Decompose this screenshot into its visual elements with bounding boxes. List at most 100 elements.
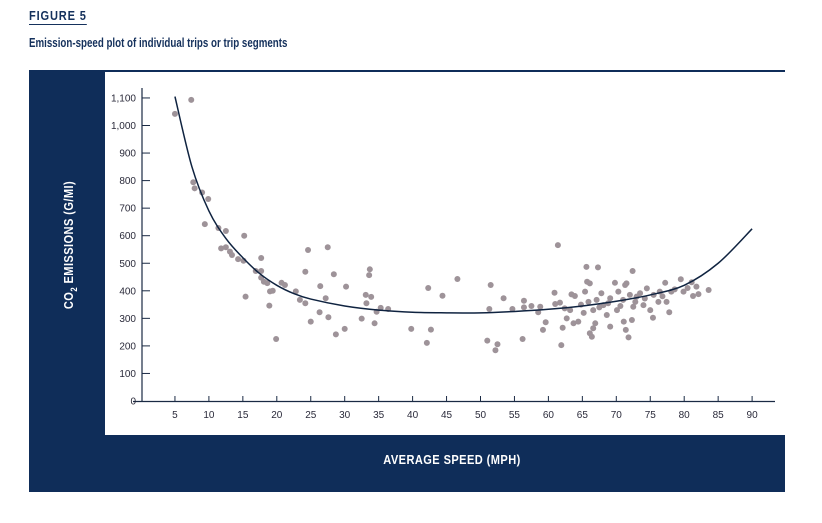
data-point — [305, 247, 312, 254]
data-point — [554, 242, 561, 249]
data-point — [302, 268, 309, 275]
data-point — [332, 331, 339, 338]
x-axis-label: AVERAGE SPEED (MPH) — [383, 452, 521, 467]
data-point — [556, 299, 563, 306]
data-point — [684, 285, 691, 292]
data-point — [693, 283, 700, 290]
data-point — [218, 245, 225, 252]
y-tick-label: 1,000 — [111, 121, 136, 132]
y-tick-label: 0 — [130, 397, 136, 408]
data-point — [539, 326, 546, 333]
y-tick-label: 500 — [119, 259, 136, 270]
data-point — [596, 304, 603, 311]
data-point — [228, 251, 235, 258]
data-point — [592, 320, 599, 327]
data-point — [324, 244, 331, 251]
data-point — [366, 266, 373, 273]
data-point — [307, 318, 314, 325]
y-tick-label: 200 — [119, 341, 136, 352]
data-point — [341, 325, 348, 332]
data-point — [408, 325, 415, 332]
data-point — [598, 290, 605, 297]
data-point — [542, 319, 549, 326]
fit-curve — [174, 96, 753, 314]
figure-title: Emission-speed plot of individual trips … — [29, 36, 288, 50]
data-point — [558, 342, 565, 349]
data-point — [585, 298, 592, 305]
data-point — [666, 309, 673, 316]
data-point — [273, 336, 280, 343]
data-point — [611, 279, 618, 286]
data-point — [292, 288, 299, 295]
x-tick-label: 45 — [441, 410, 453, 421]
y-tick-label: 800 — [119, 176, 136, 187]
data-point — [582, 288, 589, 295]
figure-label: FIGURE 5 — [29, 8, 87, 25]
x-tick-label: 50 — [475, 410, 487, 421]
y-tick-label: 100 — [119, 369, 136, 380]
data-point — [500, 295, 507, 302]
data-point — [492, 347, 499, 354]
data-point — [583, 263, 590, 270]
data-point — [680, 288, 687, 295]
data-point — [377, 304, 384, 311]
x-tick-label: 40 — [407, 410, 419, 421]
data-point — [613, 307, 620, 314]
data-point — [266, 302, 273, 309]
data-point — [258, 267, 265, 274]
data-point — [628, 317, 635, 324]
data-point — [690, 293, 697, 300]
data-point — [520, 297, 527, 304]
data-point — [191, 185, 198, 192]
data-point — [649, 314, 656, 321]
x-tick-label: 80 — [679, 410, 691, 421]
data-point — [647, 307, 654, 314]
data-point — [575, 318, 582, 325]
plot-area — [105, 72, 785, 435]
x-tick-label: 65 — [577, 410, 589, 421]
data-point — [519, 336, 526, 343]
data-point — [325, 314, 332, 321]
data-point — [171, 110, 178, 117]
data-point — [222, 244, 229, 251]
data-point — [637, 290, 644, 297]
x-tick-label: 10 — [203, 410, 215, 421]
data-point — [368, 293, 375, 300]
data-point — [201, 221, 208, 228]
data-point — [235, 256, 242, 263]
x-tick-label: 70 — [611, 410, 623, 421]
data-point — [205, 196, 212, 203]
x-tick-label: 35 — [373, 410, 385, 421]
data-point — [264, 280, 271, 287]
data-point — [570, 320, 577, 327]
data-point — [643, 285, 650, 292]
data-point — [454, 275, 461, 282]
data-point — [316, 309, 323, 316]
x-tick-label: 55 — [509, 410, 521, 421]
data-point — [486, 305, 493, 312]
data-point — [663, 298, 670, 305]
data-point — [551, 289, 558, 296]
data-point — [629, 267, 636, 274]
data-point — [559, 324, 566, 331]
data-point — [330, 271, 337, 278]
data-point — [588, 333, 595, 340]
data-point — [590, 307, 597, 314]
data-point — [632, 298, 639, 305]
data-point — [322, 295, 329, 302]
data-point — [494, 341, 501, 348]
data-point — [615, 288, 622, 295]
data-point — [620, 318, 627, 325]
data-point — [567, 307, 574, 314]
data-point — [358, 315, 365, 322]
data-point — [580, 309, 587, 316]
data-point — [362, 291, 369, 298]
data-point — [528, 302, 535, 309]
y-tick-label: 300 — [119, 314, 136, 325]
data-point — [640, 302, 647, 309]
data-point — [188, 96, 195, 103]
data-point — [425, 285, 432, 292]
y-tick-label: 400 — [119, 286, 136, 297]
data-point — [296, 296, 303, 303]
data-point — [343, 283, 350, 290]
